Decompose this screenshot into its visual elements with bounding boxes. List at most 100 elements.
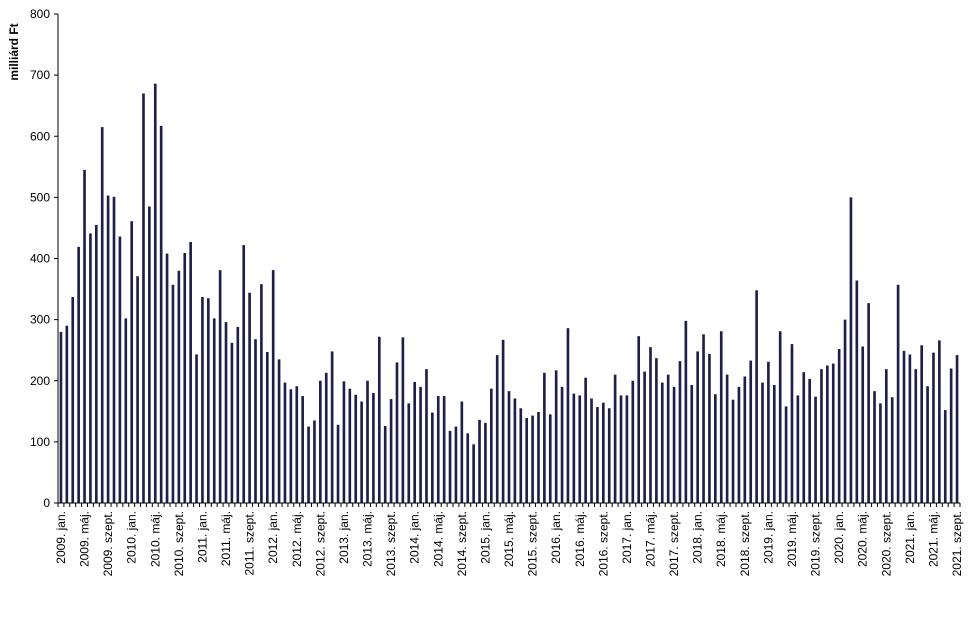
x-tick-label: 2011. máj. xyxy=(219,511,233,566)
bar xyxy=(531,415,534,503)
x-tick-label: 2015. máj. xyxy=(502,511,516,567)
bar xyxy=(419,386,422,503)
y-tick-label: 200 xyxy=(30,374,50,388)
bar xyxy=(702,334,705,503)
bar xyxy=(265,352,269,503)
x-tick-label: 2016. máj. xyxy=(573,511,587,567)
bar xyxy=(212,318,216,503)
bar xyxy=(849,197,853,504)
y-tick-label: 500 xyxy=(30,190,50,204)
bar xyxy=(230,342,234,503)
bar xyxy=(684,320,688,503)
x-tick-label: 2011. jan. xyxy=(195,511,209,563)
bar xyxy=(283,382,287,503)
bar xyxy=(118,236,122,503)
bar xyxy=(660,382,664,503)
x-tick-label: 2013. jan. xyxy=(337,511,351,564)
bar xyxy=(472,444,475,503)
bar xyxy=(136,276,139,503)
bar xyxy=(336,424,340,503)
x-tick-label: 2011. szept. xyxy=(243,511,257,576)
bar xyxy=(130,221,134,503)
x-tick-label: 2019. szept. xyxy=(809,511,823,576)
y-tick-label: 0 xyxy=(43,496,50,510)
x-tick-label: 2015. jan. xyxy=(478,511,492,564)
bar xyxy=(537,411,540,503)
x-tick-label: 2017. jan. xyxy=(620,511,634,564)
bar xyxy=(761,382,764,503)
bar xyxy=(307,426,310,503)
bar xyxy=(484,422,487,503)
bar xyxy=(625,395,629,503)
bar xyxy=(743,376,747,503)
bar xyxy=(112,196,116,503)
bar xyxy=(649,347,652,503)
bar xyxy=(153,83,157,504)
x-tick-label: 2019. jan. xyxy=(761,511,775,564)
x-tick-label: 2013. máj. xyxy=(361,511,375,567)
bar xyxy=(714,394,717,503)
x-axis: 2009. jan. 2009. máj. 2009. szept. 2010. ja… xyxy=(54,502,964,576)
bar xyxy=(525,418,529,503)
bar xyxy=(566,328,570,503)
x-tick-label: 2012. szept. xyxy=(313,511,327,576)
bar xyxy=(389,399,393,503)
x-tick-label: 2014. szept. xyxy=(455,511,469,576)
bar xyxy=(436,396,440,503)
bar xyxy=(460,401,464,503)
bar xyxy=(548,414,552,503)
x-tick-label: 2020. máj. xyxy=(856,511,870,567)
bar xyxy=(637,336,641,503)
bar xyxy=(914,369,918,503)
bar xyxy=(94,224,98,503)
bar xyxy=(902,350,906,503)
bar xyxy=(843,319,847,504)
bar xyxy=(489,388,493,503)
x-tick-label: 2020. jan. xyxy=(832,511,846,564)
bar xyxy=(790,344,794,503)
bar xyxy=(879,403,882,503)
bar xyxy=(920,345,923,503)
x-tick-label: 2016. szept. xyxy=(596,511,610,576)
bar xyxy=(755,290,758,503)
bar xyxy=(896,284,900,503)
bar xyxy=(932,352,935,503)
bar xyxy=(159,125,163,504)
x-tick-label: 2009. szept. xyxy=(101,511,115,576)
x-tick-label: 2018. szept. xyxy=(738,511,752,576)
bar xyxy=(171,284,175,503)
bar xyxy=(861,346,865,503)
bar xyxy=(820,369,823,503)
x-tick-label: 2017. máj. xyxy=(643,511,657,567)
bar xyxy=(425,369,428,503)
x-tick-label: 2016. jan. xyxy=(549,511,563,564)
y-tick-label: 400 xyxy=(30,252,50,266)
bar xyxy=(690,385,694,503)
y-tick-label: 100 xyxy=(30,435,50,449)
x-tick-label: 2017. szept. xyxy=(667,511,681,576)
bar xyxy=(366,380,369,503)
x-tick-label: 2013. szept. xyxy=(384,511,398,576)
bar xyxy=(719,331,723,503)
bar xyxy=(324,372,328,503)
bar xyxy=(666,374,670,503)
bar xyxy=(271,270,275,503)
bar xyxy=(749,360,753,503)
bar xyxy=(607,408,611,503)
y-tick-label: 600 xyxy=(30,129,50,143)
bar xyxy=(873,391,876,503)
bar xyxy=(867,303,870,503)
bar xyxy=(395,362,399,503)
bar xyxy=(602,402,605,503)
x-tick-label: 2015. szept. xyxy=(526,511,540,576)
bar xyxy=(248,292,251,503)
x-tick-label: 2010. máj. xyxy=(148,511,162,567)
x-tick-label: 2019. máj. xyxy=(785,511,799,567)
bar xyxy=(796,395,800,503)
bar xyxy=(678,361,682,503)
y-tick-label: 800 xyxy=(30,7,50,21)
bar xyxy=(560,386,564,503)
bar xyxy=(201,297,204,503)
y-axis-title: milliárd Ft xyxy=(7,23,21,80)
